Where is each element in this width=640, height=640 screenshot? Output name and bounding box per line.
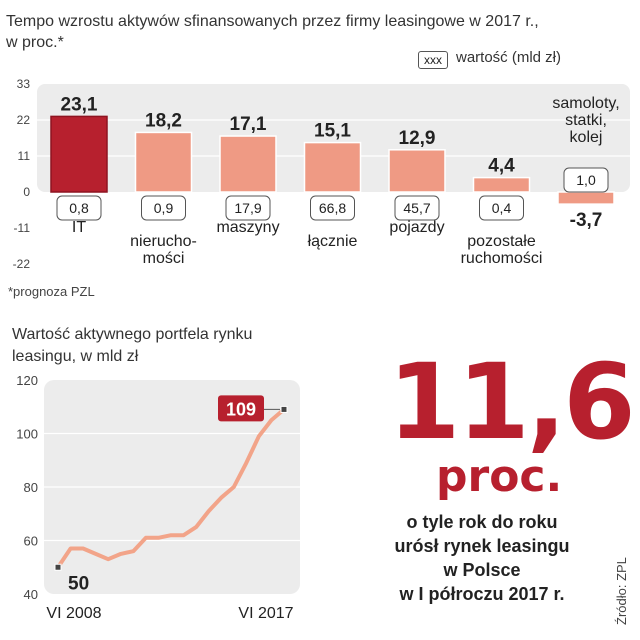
bar xyxy=(50,115,108,193)
highlight-description-line-2: urósł rynek leasingu xyxy=(394,536,570,556)
value-box xyxy=(394,195,440,221)
value-box xyxy=(563,167,609,193)
value-label: 45,7 xyxy=(403,200,430,216)
category-label: mości xyxy=(143,250,185,267)
category-label: pozostałe xyxy=(467,233,536,250)
y-tick-label: -11 xyxy=(14,221,31,235)
bar-chart: 33 22 11 0 -11 -22 23,1 0,8 IT 18,2 0,9 nierucho-mo… xyxy=(13,77,630,271)
highlight-unit: proc. xyxy=(436,451,563,502)
value-box xyxy=(141,195,186,221)
growth-label: 4,4 xyxy=(488,156,515,177)
source-note: Źródło: ZPL xyxy=(614,557,629,625)
start-point-marker xyxy=(54,563,62,571)
category-label: pojazdy xyxy=(389,219,444,236)
y-tick-label: 80 xyxy=(24,480,38,495)
growth-label: 12,9 xyxy=(399,128,436,149)
bar-chart-title: Tempo wzrostu aktywów sfinansowanych prz… xyxy=(6,13,539,30)
value-label: 66,8 xyxy=(319,200,346,216)
bar-chart-footnote: *prognoza PZL xyxy=(8,284,95,299)
y-tick-label: 11 xyxy=(18,149,31,163)
x-label-end: VI 2017 xyxy=(238,605,293,622)
series-line xyxy=(56,407,286,570)
bar-chart-subtitle: w proc.* xyxy=(6,34,64,51)
growth-label: -3,7 xyxy=(570,210,603,231)
y-tick-label: 33 xyxy=(17,77,31,91)
bar xyxy=(303,141,362,193)
highlight-description: o tyle rok do roku urósł rynek leasingu … xyxy=(362,510,602,606)
end-value-box xyxy=(218,395,264,422)
line-chart-title-line-2: leasingu, w mld zł xyxy=(12,348,139,365)
category-label: kolej xyxy=(570,129,603,146)
category-label: ruchomości xyxy=(461,250,543,267)
y-tick-label: 40 xyxy=(24,587,38,602)
category-label: nierucho- xyxy=(130,233,197,250)
bar xyxy=(557,191,615,205)
bar xyxy=(388,149,446,193)
line-chart-title-line-1: Wartość aktywnego portfela rynku xyxy=(12,326,253,343)
highlight-description-line-1: o tyle rok do roku xyxy=(406,512,558,532)
growth-label: 17,1 xyxy=(230,114,267,135)
y-tick-label: 60 xyxy=(24,534,38,549)
value-label: 0,4 xyxy=(492,200,512,216)
end-point-marker xyxy=(280,405,288,413)
legend-label: wartość (mld zł) xyxy=(456,49,562,66)
start-value-label: 50 xyxy=(68,573,89,594)
y-tick-label: 22 xyxy=(17,113,31,127)
growth-label: 23,1 xyxy=(61,94,98,115)
x-label-start: VI 2008 xyxy=(46,605,101,622)
value-label: 17,9 xyxy=(234,200,261,216)
legend-value-box: xxx xyxy=(418,51,448,69)
growth-label: 15,1 xyxy=(314,121,351,142)
category-label: statki, xyxy=(565,112,607,129)
value-label: 0,8 xyxy=(69,200,89,216)
y-tick-label: 100 xyxy=(16,427,38,442)
category-label: maszyny xyxy=(216,219,279,236)
y-tick-label: -22 xyxy=(13,257,31,271)
value-box xyxy=(479,195,524,221)
line-chart: 40 60 80 100 120 50 109 VI 2008 VI 2017 xyxy=(16,373,300,622)
end-value-label: 109 xyxy=(226,399,256,419)
value-box xyxy=(56,195,102,221)
category-label: łącznie xyxy=(308,233,358,250)
value-label: 1,0 xyxy=(576,172,596,188)
highlight-description-line-3: w Polsce xyxy=(443,560,521,580)
value-box xyxy=(225,195,271,221)
category-label: samoloty, xyxy=(552,95,619,112)
highlight-number: 11,6 xyxy=(388,341,636,463)
value-label: 0,9 xyxy=(154,200,174,216)
value-box xyxy=(310,195,355,221)
y-tick-label: 120 xyxy=(16,373,38,388)
bar xyxy=(472,176,531,193)
category-label: IT xyxy=(72,219,86,236)
bar xyxy=(134,131,193,193)
y-tick-label: 0 xyxy=(23,185,30,199)
bar xyxy=(219,135,277,193)
highlight-description-line-4: w I półroczu 2017 r. xyxy=(399,584,565,604)
growth-label: 18,2 xyxy=(145,110,182,131)
